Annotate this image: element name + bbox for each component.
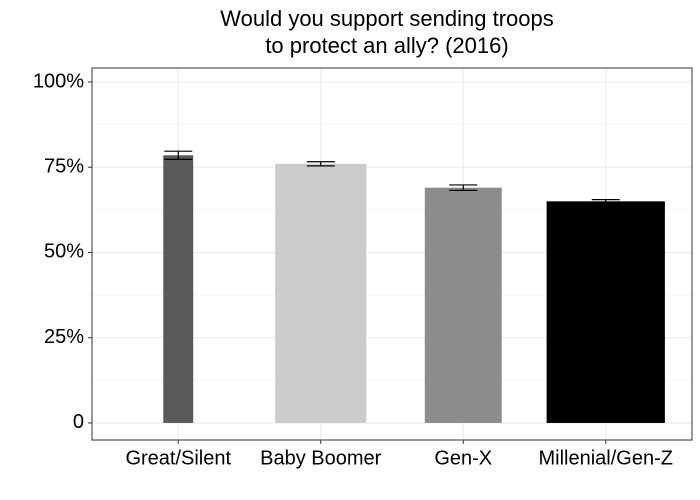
x-tick-label: Millenial/Gen-Z [539, 447, 673, 469]
bar [275, 163, 367, 423]
y-tick-label: 75% [44, 156, 84, 178]
chart-title: to protect an ally? (2016) [265, 33, 508, 58]
bar [163, 155, 194, 423]
y-tick-label: 25% [44, 326, 84, 348]
x-tick-label: Baby Boomer [260, 447, 382, 469]
y-tick-label: 0 [73, 411, 84, 433]
chart-title: Would you support sending troops [220, 6, 553, 31]
error-bar [449, 184, 478, 192]
bar [424, 187, 502, 423]
error-bar [306, 161, 335, 167]
plot-border [91, 67, 693, 441]
x-tick-label: Gen-X [434, 447, 492, 469]
error-bar [591, 199, 620, 204]
y-tick-label: 50% [44, 241, 84, 263]
x-tick-label: Great/Silent [125, 447, 231, 469]
error-bar [164, 150, 193, 160]
bar [546, 201, 665, 423]
y-tick-label: 100% [33, 70, 84, 92]
